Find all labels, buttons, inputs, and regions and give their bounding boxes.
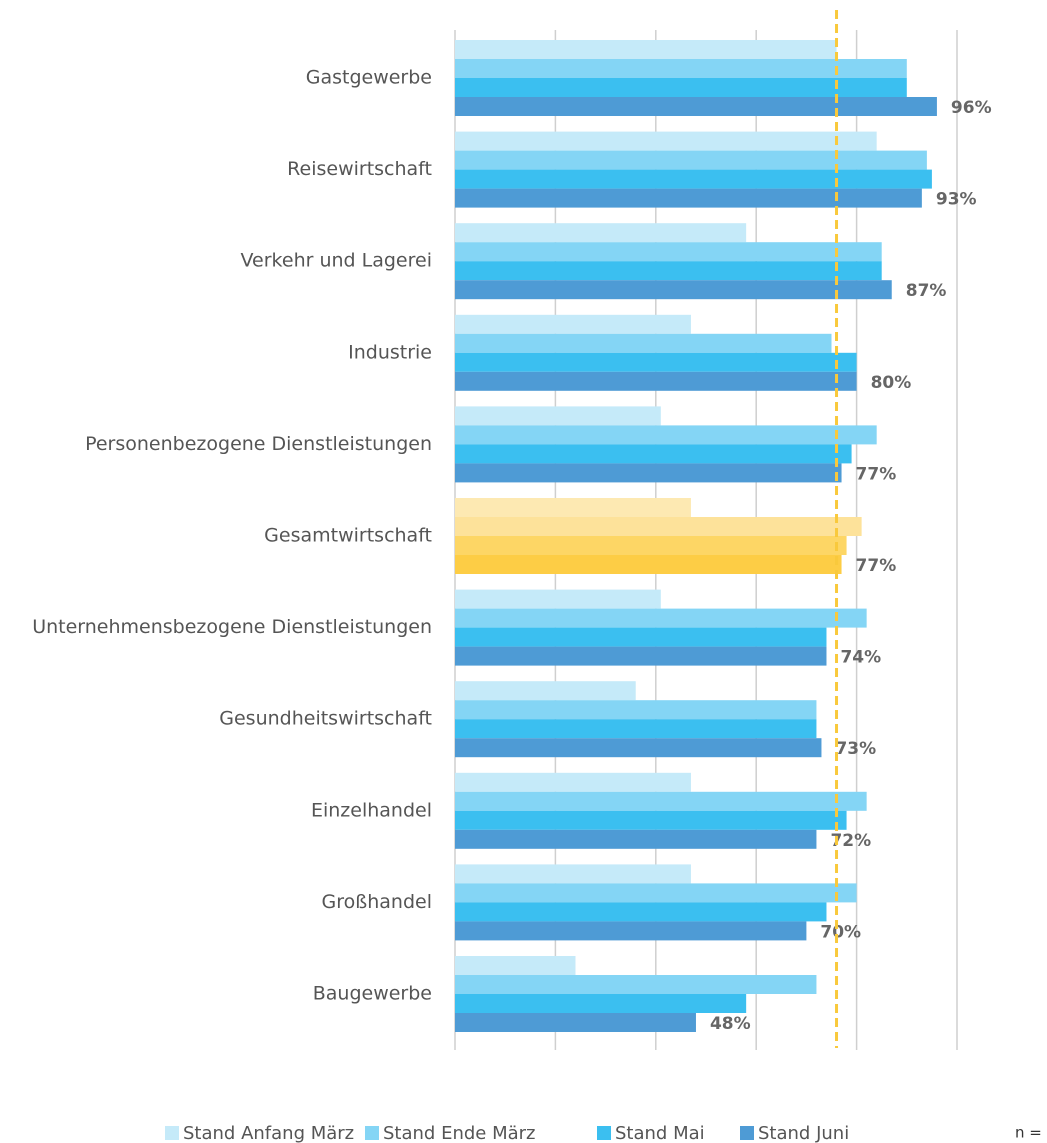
value-label: 77% <box>856 464 897 484</box>
value-label: 87% <box>906 281 947 301</box>
bar <box>455 956 576 975</box>
bar <box>455 59 907 78</box>
bar <box>455 371 857 391</box>
bar <box>455 40 837 59</box>
bar <box>455 131 877 151</box>
bar <box>455 261 882 281</box>
bar <box>455 627 827 647</box>
bar <box>455 150 927 170</box>
bar <box>455 223 747 243</box>
legend-label: Stand Mai <box>615 1123 705 1143</box>
category-label: Gesundheitswirtschaft <box>219 708 432 730</box>
legend-swatch <box>165 1126 179 1140</box>
bar <box>455 864 691 884</box>
bar <box>455 829 817 849</box>
bar <box>455 738 822 758</box>
bar <box>455 188 922 208</box>
category-label: Unternehmensbezogene Dienstleistungen <box>32 616 432 638</box>
bar <box>455 719 817 739</box>
bar <box>455 589 661 609</box>
legend-swatch <box>365 1126 379 1140</box>
category-label: Reisewirtschaft <box>287 158 432 180</box>
category-label: Großhandel <box>322 891 432 913</box>
value-label: 77% <box>856 556 897 576</box>
bar <box>455 555 842 574</box>
value-label: 48% <box>710 1014 751 1034</box>
bar <box>455 352 857 372</box>
value-label: 80% <box>871 373 912 393</box>
bar <box>455 810 847 830</box>
bar <box>455 700 817 720</box>
category-label: Baugewerbe <box>313 983 432 1005</box>
bar <box>455 536 847 555</box>
bar <box>455 1013 696 1032</box>
legend-swatch <box>740 1126 754 1140</box>
value-label: 72% <box>830 831 871 851</box>
bar <box>455 498 691 517</box>
category-label: Gesamtwirtschaft <box>264 525 432 547</box>
bar <box>455 169 932 189</box>
bar <box>455 791 867 811</box>
value-label: 93% <box>936 190 977 210</box>
legend-label: Stand Ende März <box>383 1123 535 1143</box>
bar <box>455 97 937 116</box>
bar <box>455 78 907 97</box>
category-label: Einzelhandel <box>311 799 432 821</box>
value-label: 73% <box>835 739 876 759</box>
bar <box>455 280 892 300</box>
bar <box>455 772 691 792</box>
bar <box>455 463 842 483</box>
bar <box>455 425 877 445</box>
legend-swatch <box>597 1126 611 1140</box>
category-label: Verkehr und Lagerei <box>241 250 432 272</box>
value-label: 74% <box>840 648 881 668</box>
bar <box>455 646 827 666</box>
value-label: 96% <box>951 98 992 118</box>
bar <box>455 517 862 536</box>
legend-label: Stand Juni <box>758 1123 849 1143</box>
footnote: n = <box>1015 1124 1042 1142</box>
bar <box>455 444 852 464</box>
bar <box>455 921 807 941</box>
bar <box>455 883 857 903</box>
bar <box>455 333 832 353</box>
bar <box>455 681 636 701</box>
bar <box>455 242 882 262</box>
bar <box>455 406 661 426</box>
bar <box>455 975 817 994</box>
value-label: 70% <box>820 922 861 942</box>
category-label: Personenbezogene Dienstleistungen <box>85 433 432 455</box>
category-label: Gastgewerbe <box>306 67 432 89</box>
bar <box>455 314 691 334</box>
bar <box>455 902 827 922</box>
legend-label: Stand Anfang März <box>183 1123 354 1143</box>
category-label: Industrie <box>348 341 432 363</box>
bar <box>455 608 867 628</box>
bar <box>455 994 747 1013</box>
